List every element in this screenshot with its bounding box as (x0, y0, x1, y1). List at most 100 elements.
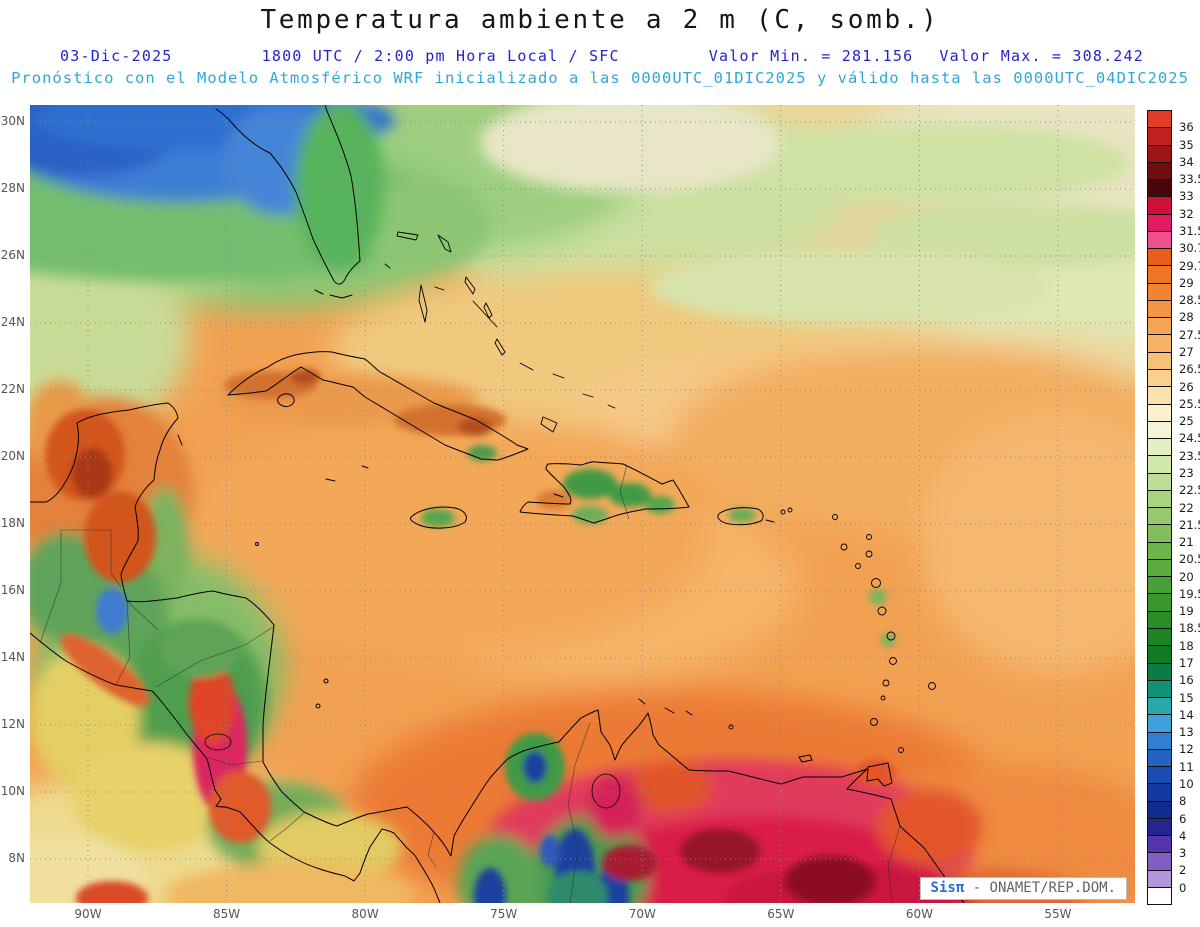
cayman-islands (325, 465, 369, 482)
colorbar-segment (1148, 593, 1171, 611)
colorbar-segment (1148, 438, 1171, 456)
puerto-rico-coastline (717, 507, 764, 526)
colorbar-segment (1148, 368, 1171, 387)
sispi-logo: Sisπ (930, 880, 965, 896)
lake-maracaibo (591, 773, 621, 809)
colorbar-segment (1148, 111, 1171, 128)
trinidad-island (866, 762, 893, 787)
colorbar-segment (1148, 731, 1171, 749)
lat-tick-label: 8N (8, 851, 25, 865)
lon-tick-label: 70W (628, 907, 656, 921)
colorbar-segment (1148, 265, 1171, 283)
lon-tick-label: 85W (212, 907, 241, 921)
colorbar-segment (1148, 627, 1171, 646)
colorbar-segment (1148, 662, 1171, 680)
date-label: 03-Dic-2025 (60, 47, 173, 65)
temperature-field (30, 105, 1135, 903)
colorbar-segment (1148, 455, 1171, 473)
colorbar-tick-label: 22 (1179, 500, 1194, 515)
colorbar-segment (1148, 507, 1171, 525)
colorbar-segment (1148, 317, 1171, 335)
hispaniola-coastline (519, 461, 690, 524)
san-andres-island (315, 703, 321, 709)
lake-nicaragua (204, 733, 232, 751)
lat-tick-label: 30N (0, 114, 25, 128)
colorbar-tick-label: 33 (1179, 189, 1194, 204)
colorbar-tick-label: 15 (1179, 690, 1194, 705)
credit-org-label: - ONAMET/REP.DOM. (972, 880, 1116, 896)
colorbar-segment (1148, 697, 1171, 715)
colorbar-tick-label: 8 (1179, 794, 1187, 809)
minmax-labels: Valor Min. = 281.156 Valor Max. = 308.24… (709, 47, 1144, 65)
graticule (30, 105, 1135, 903)
colorbar-segment (1148, 161, 1171, 180)
colorbar-tick-label: 21.5 (1179, 517, 1200, 532)
colorbar-segment (1148, 869, 1171, 887)
central-america-caribbean-coast (30, 402, 965, 903)
colorbar-tick-label: 19 (1179, 604, 1194, 619)
colorbar-segment (1148, 230, 1171, 249)
colorbar-tick-label: 20.5 (1179, 552, 1200, 567)
colorbar-tick-label: 27 (1179, 344, 1194, 359)
colorbar-tick-label: 20 (1179, 569, 1194, 584)
colorbar-segment (1148, 179, 1171, 197)
colorbar-tick-label: 18.5 (1179, 621, 1200, 636)
lat-tick-label: 16N (0, 583, 25, 597)
colorbar-tick-label: 29 (1179, 275, 1194, 290)
temperature-colorbar (1147, 110, 1172, 905)
colorbar-segment (1148, 282, 1171, 300)
country-borders (39, 464, 901, 903)
colorbar-tick-label: 32 (1179, 206, 1194, 221)
vieques-island (765, 519, 775, 523)
lat-tick-label: 18N (0, 516, 25, 530)
colorbar-tick-label: 3 (1179, 846, 1187, 861)
lon-tick-label: 80W (351, 907, 379, 921)
colorbar-segment (1148, 679, 1171, 698)
abc-islands (638, 698, 693, 716)
colorbar-tick-label: 18 (1179, 638, 1194, 653)
colorbar-segment (1148, 213, 1171, 231)
colorbar-tick-label: 4 (1179, 828, 1187, 843)
colorbar-tick-label: 11 (1179, 759, 1194, 774)
colorbar-segment (1148, 783, 1171, 801)
colorbar-tick-label: 2 (1179, 863, 1187, 878)
colorbar-tick-label: 17 (1179, 656, 1194, 671)
colorbar-tick-label: 33.5 (1179, 172, 1200, 187)
florida-coastline (215, 105, 361, 285)
cozumel-island (177, 434, 183, 446)
colorbar-tick-label: 6 (1179, 811, 1187, 826)
colorbar-tick-label: 23.5 (1179, 448, 1200, 463)
lat-tick-label: 28N (0, 181, 25, 195)
time-label: 1800 UTC / 2:00 pm Hora Local / SFC (261, 47, 620, 65)
colorbar-tick-label: 25.5 (1179, 396, 1200, 411)
lon-tick-label: 90W (74, 907, 102, 921)
colorbar-tick-label: 13 (1179, 725, 1194, 740)
lat-tick-label: 26N (0, 248, 25, 262)
colorbar-segment (1148, 489, 1171, 508)
colorbar-tick-label: 12 (1179, 742, 1194, 757)
bahamas-islands (384, 231, 616, 433)
lon-tick-label: 65W (767, 907, 795, 921)
lat-tick-label: 14N (0, 650, 25, 664)
swan-island (255, 542, 259, 546)
colorbar-segment (1148, 403, 1171, 421)
colorbar-tick-label: 28 (1179, 310, 1194, 325)
colorbar-segment (1148, 386, 1171, 404)
colorbar-tick-label: 28.5 (1179, 293, 1200, 308)
colorbar-tick-label: 23 (1179, 465, 1194, 480)
colorbar-segment (1148, 196, 1171, 214)
colorbar-segment (1148, 835, 1171, 853)
florida-keys (314, 289, 353, 299)
subtitle-row: 03-Dic-2025 1800 UTC / 2:00 pm Hora Loca… (60, 47, 1144, 65)
colorbar-tick-label: 31.5 (1179, 223, 1200, 238)
colorbar-segment (1148, 886, 1171, 905)
colorbar-segment (1148, 645, 1171, 663)
colorbar-segment (1148, 800, 1171, 818)
colorbar-segment (1148, 748, 1171, 767)
lon-tick-label: 60W (905, 907, 933, 921)
colorbar-tick-label: 36 (1179, 120, 1194, 135)
page-title: Temperatura ambiente a 2 m (C, somb.) (260, 5, 940, 35)
jamaica-coastline (410, 506, 467, 529)
colorbar-tick-label: 21 (1179, 535, 1194, 550)
colorbar-segment (1148, 524, 1171, 542)
